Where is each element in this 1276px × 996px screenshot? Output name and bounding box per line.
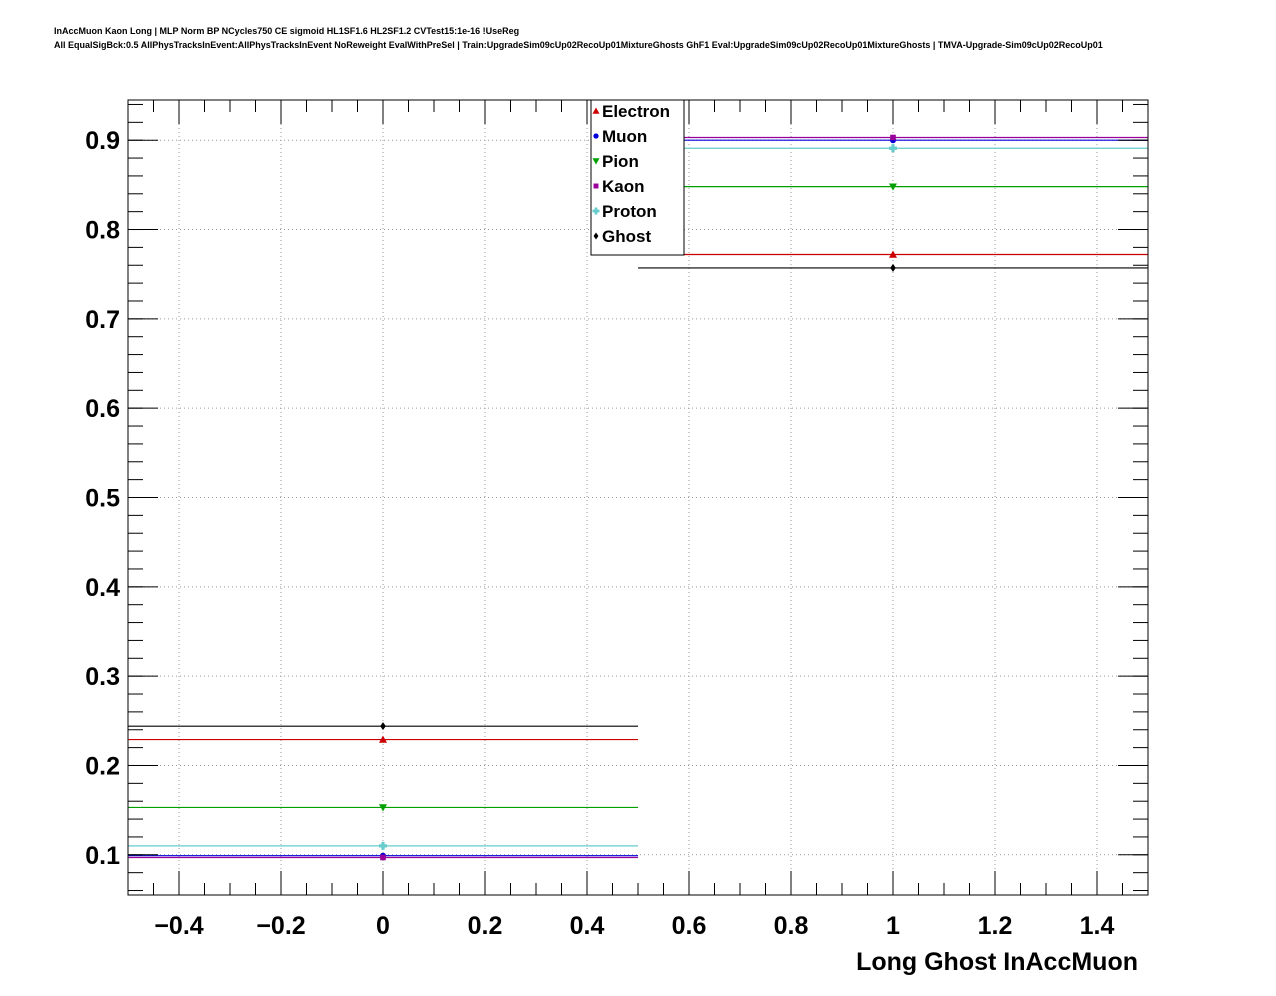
- data-point: [380, 722, 386, 731]
- y-tick-label: 0.4: [85, 574, 120, 602]
- x-tick-label: 1.4: [1080, 912, 1115, 940]
- legend-marker: [592, 107, 600, 114]
- x-tick-label: 0.6: [672, 912, 707, 940]
- legend-label: Muon: [602, 127, 647, 146]
- legend-label: Electron: [602, 102, 670, 121]
- legend: Electron Muon Pion Kaon Proton Ghost: [590, 99, 685, 256]
- y-tick-label: 0.1: [85, 842, 120, 870]
- legend-label: Kaon: [602, 177, 645, 196]
- data-point: [890, 263, 896, 272]
- y-tick-label: 0.8: [85, 217, 120, 245]
- legend-box: [590, 99, 685, 256]
- legend-marker: [592, 158, 600, 165]
- data-point: [380, 854, 386, 861]
- y-tick-label: 0.9: [85, 127, 120, 155]
- chart-title-line-2: All EqualSigBck:0.5 AllPhysTracksInEvent…: [54, 40, 1103, 50]
- y-tick-label: 0.5: [85, 485, 120, 513]
- x-tick-label: −0.4: [154, 912, 203, 940]
- legend-marker: [593, 183, 599, 189]
- series-ghost: [128, 263, 1148, 731]
- legend-marker: [593, 232, 599, 240]
- x-axis-label: Long Ghost InAccMuon: [856, 948, 1138, 976]
- grid-lines: [128, 100, 1148, 895]
- data-point: [379, 804, 387, 812]
- x-tick-label: −0.2: [256, 912, 305, 940]
- series-pion: [128, 183, 1148, 812]
- data-point: [889, 144, 898, 153]
- legend-marker: [593, 133, 599, 139]
- y-tick-label: 0.6: [85, 395, 120, 423]
- x-tick-label: 1.2: [978, 912, 1013, 940]
- x-tick-label: 1: [886, 912, 900, 940]
- data-point: [889, 183, 897, 191]
- axis-ticks: [127, 100, 1149, 895]
- legend-label: Ghost: [602, 227, 651, 246]
- series-kaon: [128, 134, 1148, 861]
- y-tick-label: 0.7: [85, 306, 120, 334]
- data-point: [379, 735, 387, 743]
- y-tick-label: 0.3: [85, 663, 120, 691]
- legend-label: Proton: [602, 202, 657, 221]
- x-tick-label: 0: [376, 912, 390, 940]
- series-electron: [128, 250, 1148, 743]
- series-proton: [128, 144, 1148, 850]
- series-layer: [128, 134, 1148, 861]
- legend-marker: [592, 207, 600, 215]
- tick-labels: −0.4 −0.2 0 0.2 0.4 0.6 0.8 1 1.2 1.4 0.1 0.2 0.3 0.4…: [85, 127, 1114, 940]
- data-point: [889, 250, 897, 258]
- x-tick-label: 0.4: [570, 912, 605, 940]
- data-point: [890, 134, 896, 141]
- chart-title-line-1: InAccMuon Kaon Long | MLP Norm BP NCycle…: [54, 26, 520, 36]
- y-tick-label: 0.2: [85, 752, 120, 780]
- legend-label: Pion: [602, 152, 639, 171]
- x-tick-label: 0.8: [774, 912, 809, 940]
- data-point: [379, 841, 387, 850]
- x-tick-label: 0.2: [468, 912, 503, 940]
